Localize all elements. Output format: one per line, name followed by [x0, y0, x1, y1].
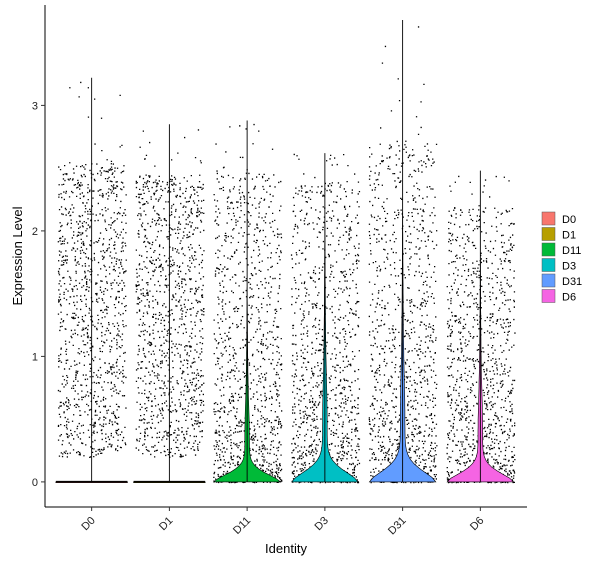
x-axis-title: Identity	[265, 541, 307, 556]
x-tick-label: D11	[231, 515, 253, 537]
legend: D0 D1 D11 D3 D31 D6	[541, 211, 582, 304]
legend-swatch-d6	[541, 289, 556, 303]
legend-swatch-d3	[541, 258, 556, 272]
violin-group-d0	[55, 481, 128, 483]
legend-label-d31: D31	[562, 276, 582, 288]
legend-label-d11: D11	[562, 245, 581, 257]
jitter-points-layer	[55, 26, 516, 484]
points-d11	[213, 123, 283, 484]
x-tick-label: D3	[313, 515, 331, 533]
x-tick-label: D31	[386, 515, 409, 538]
legend-swatch-d11	[541, 242, 556, 257]
legend-swatch-d31	[541, 273, 556, 288]
y-axis-title: Expression Level	[10, 206, 25, 305]
legend-label-d3: D3	[562, 261, 576, 273]
y-tick-label: 0	[32, 477, 38, 489]
legend-label-d0: D0	[562, 214, 576, 226]
legend-swatch-d1	[541, 227, 556, 241]
legend-label-d1: D1	[562, 230, 576, 242]
y-tick-label: 1	[32, 351, 38, 363]
y-tick-label: 3	[32, 100, 38, 112]
violin-d1	[133, 481, 206, 483]
x-tick-label: D0	[79, 515, 97, 533]
violin-group-d1	[133, 481, 206, 483]
x-tick-label: D6	[468, 515, 486, 533]
violins-layer	[55, 20, 515, 483]
points-d1	[133, 129, 206, 483]
x-tick-label: D1	[157, 515, 175, 533]
legend-swatch-d0	[541, 211, 556, 226]
y-axis-ticks: 0 1 2 3	[32, 100, 45, 489]
x-axis-ticks: D0 D1 D11 D3 D31 D6	[79, 507, 486, 537]
y-tick-label: 2	[32, 226, 38, 238]
legend-label-d6: D6	[562, 292, 576, 304]
violin-d0	[55, 481, 128, 483]
